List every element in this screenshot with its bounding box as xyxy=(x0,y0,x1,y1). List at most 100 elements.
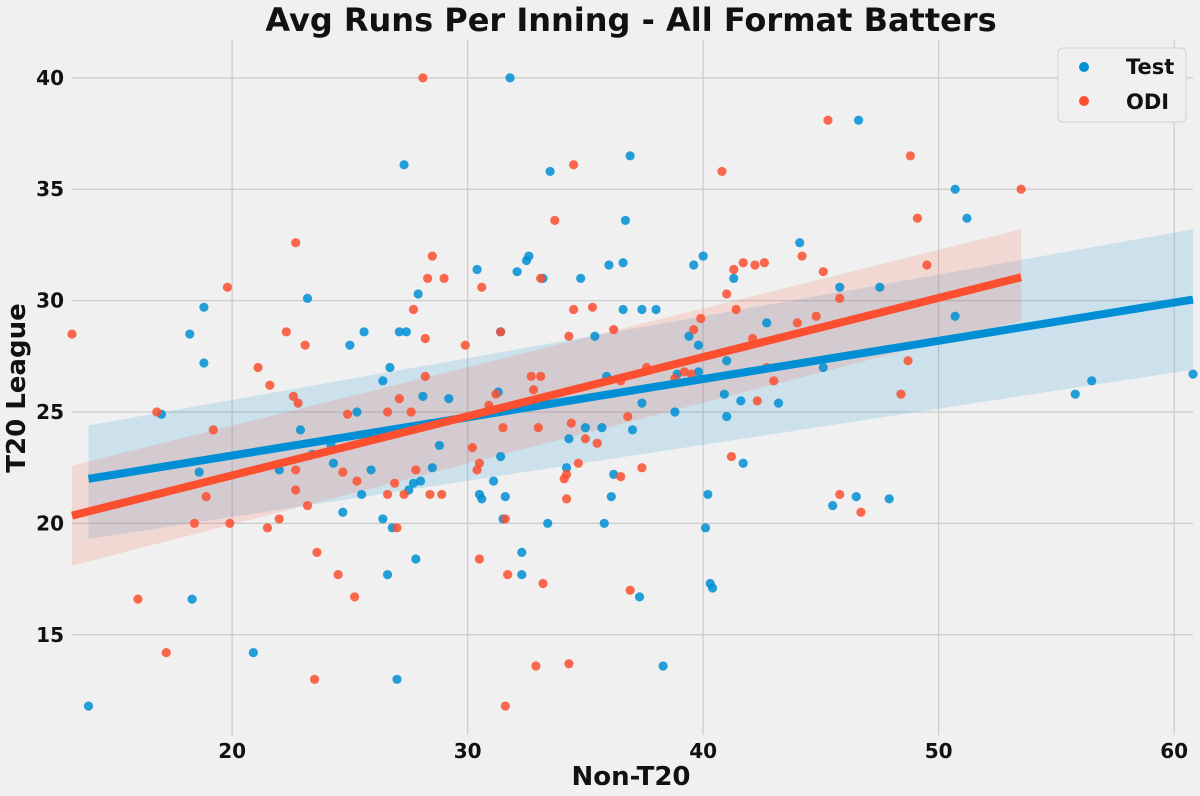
point-test xyxy=(248,647,258,658)
point-odi xyxy=(350,592,360,602)
point-test xyxy=(187,594,197,604)
point-test xyxy=(853,115,864,125)
point-odi xyxy=(201,492,211,502)
point-odi xyxy=(564,659,574,669)
point-test xyxy=(415,476,426,486)
point-odi xyxy=(312,547,322,557)
point-test xyxy=(472,264,482,275)
point-odi xyxy=(427,251,437,261)
tick-labels: 20 30 40 50 60 15 20 25 30 35 40 xyxy=(36,66,1188,763)
point-test xyxy=(328,458,339,468)
legend-marker-test xyxy=(1079,62,1089,72)
chart-title: Avg Runs Per Inning - All Format Batters xyxy=(265,1,996,39)
point-test xyxy=(500,492,510,502)
point-test xyxy=(394,327,404,337)
point-odi xyxy=(729,264,739,275)
point-test xyxy=(1188,369,1198,379)
grid xyxy=(72,40,1193,735)
point-test xyxy=(399,160,409,170)
point-test xyxy=(762,318,772,328)
point-test xyxy=(795,238,805,248)
point-test xyxy=(625,151,635,161)
point-odi xyxy=(338,467,348,477)
point-test xyxy=(736,396,746,406)
point-odi xyxy=(423,273,433,283)
legend-label-test: Test xyxy=(1126,55,1174,79)
point-odi xyxy=(281,327,291,337)
point-odi xyxy=(291,485,301,495)
point-odi xyxy=(616,472,626,482)
point-odi xyxy=(896,389,906,399)
point-test xyxy=(722,356,732,366)
regression-lines xyxy=(71,273,1194,520)
x-tick-label: 60 xyxy=(1160,739,1188,763)
point-odi xyxy=(531,661,541,671)
point-test xyxy=(738,458,748,468)
point-odi xyxy=(769,376,779,386)
point-odi xyxy=(835,489,845,500)
point-odi xyxy=(722,289,732,299)
point-test xyxy=(707,583,718,593)
point-odi xyxy=(903,356,913,366)
point-test xyxy=(729,273,739,283)
point-odi xyxy=(352,476,362,486)
point-test xyxy=(618,304,628,315)
point-test xyxy=(512,267,522,277)
point-odi xyxy=(526,371,536,381)
point-odi xyxy=(418,73,428,83)
point-odi xyxy=(288,391,298,402)
point-test xyxy=(684,331,694,341)
point-test xyxy=(345,340,355,350)
point-odi xyxy=(561,494,572,504)
y-tick-label: 35 xyxy=(36,177,64,201)
point-test xyxy=(505,73,515,83)
point-odi xyxy=(420,333,430,344)
point-test xyxy=(352,407,362,417)
point-test xyxy=(828,500,838,511)
point-test xyxy=(83,701,94,711)
point-odi xyxy=(609,324,619,335)
point-odi xyxy=(637,463,647,473)
point-odi xyxy=(587,302,598,312)
x-tick-label: 20 xyxy=(218,739,246,763)
point-odi xyxy=(717,166,727,177)
point-odi xyxy=(309,674,320,684)
point-odi xyxy=(392,523,402,533)
point-odi xyxy=(222,282,233,292)
point-test xyxy=(875,282,885,292)
point-odi xyxy=(580,434,590,444)
point-test xyxy=(382,570,393,580)
point-odi xyxy=(382,489,393,500)
point-odi xyxy=(566,418,576,428)
point-odi xyxy=(477,282,487,292)
point-odi xyxy=(922,260,932,270)
point-odi xyxy=(291,465,301,475)
point-odi xyxy=(533,422,543,433)
point-odi xyxy=(835,293,845,303)
y-tick-label: 30 xyxy=(36,289,64,313)
regression-line-odi xyxy=(71,273,1023,520)
point-odi xyxy=(569,160,579,170)
point-test xyxy=(199,302,209,312)
point-odi xyxy=(538,578,548,589)
x-tick-label: 40 xyxy=(689,739,717,763)
point-odi xyxy=(750,260,760,270)
point-odi xyxy=(406,407,416,417)
point-test xyxy=(366,465,376,475)
point-test xyxy=(693,340,704,350)
point-odi xyxy=(536,371,546,381)
point-odi xyxy=(498,422,508,433)
point-test xyxy=(517,570,527,580)
point-test xyxy=(637,304,647,315)
point-odi xyxy=(625,585,635,595)
point-test xyxy=(599,518,609,528)
point-test xyxy=(597,422,607,433)
point-odi xyxy=(752,396,762,406)
point-odi xyxy=(208,425,218,435)
point-test xyxy=(637,398,647,408)
point-test xyxy=(693,367,704,377)
point-test xyxy=(564,434,574,444)
point-odi xyxy=(265,380,275,390)
point-odi xyxy=(420,371,430,381)
point-odi xyxy=(262,523,273,533)
